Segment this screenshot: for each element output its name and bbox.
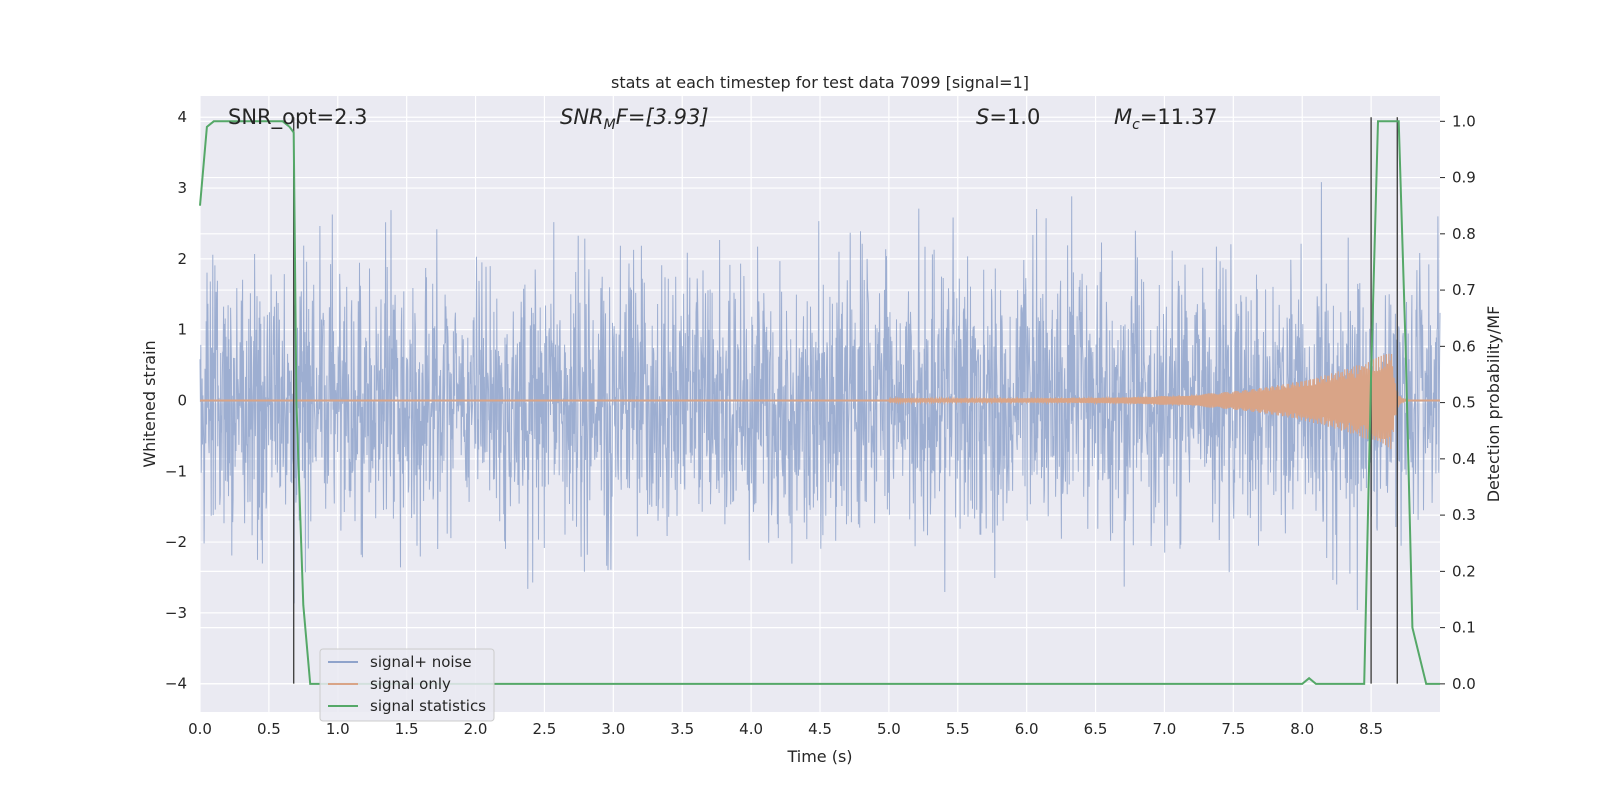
signal-noise-line [199,182,1441,611]
y-right-tick-label: 0.1 [1452,619,1476,637]
signal-only-line [888,353,1440,450]
y-tick-label: −1 [165,462,187,480]
y-right-tick-label: 0.8 [1452,225,1476,243]
y-axis-label: Whitened strain [140,340,159,467]
y-right-tick-label: 1.0 [1452,112,1476,130]
y-axis-right-ticks: 0.0 0.1 0.2 0.3 0.4 0.5 0.6 0.7 0.8 0.9 1.0 [1440,112,1476,693]
y-axis-ticks: −4 −3 −2 −1 0 1 2 3 4 [165,108,187,692]
legend-label-signal-only: signal only [370,675,451,693]
y-axis-right-label: Detection probability/MF [1484,306,1503,503]
legend-box [319,648,495,722]
annotation-snr-mf-sub: M [604,117,616,133]
y-right-tick-label: 0.9 [1452,169,1476,187]
y-tick-label: −3 [165,604,187,622]
x-axis-ticks: 0.0 0.5 1.0 1.5 2.0 2.5 3.0 3.5 4.0 4.5 5.0 5.5 6.0 6… [188,720,1383,738]
y-right-tick-label: 0.2 [1452,562,1476,580]
annotation-snr-mf-base: SNR [560,105,604,129]
y-right-tick-label: 0.0 [1452,675,1476,693]
legend: signal+ noise signal only signal statist… [319,648,495,722]
y-tick-label: 4 [177,108,187,126]
y-right-tick-label: 0.4 [1452,450,1476,468]
x-tick-label: 0.0 [188,720,212,738]
x-tick-label: 3.0 [601,720,625,738]
y-tick-label: 3 [177,179,187,197]
x-axis-label: Time (s) [786,747,852,766]
legend-label-signal-noise: signal+ noise [370,653,472,671]
x-tick-label: 6.5 [1084,720,1108,738]
annotation-mc-base: M [1114,105,1132,129]
y-tick-label: −4 [165,675,187,693]
y-right-tick-label: 0.7 [1452,281,1476,299]
annotation-mc: Mc=11.37 [1114,105,1218,133]
x-tick-label: 1.5 [395,720,419,738]
annotation-s-rest: =1.0 [989,105,1040,129]
y-right-tick-label: 0.6 [1452,337,1476,355]
annotation-snr-opt: SNR_opt=2.3 [228,105,368,130]
x-tick-label: 7.0 [1153,720,1177,738]
y-right-tick-label: 0.5 [1452,394,1476,412]
annotation-snr-mf: SNRMF=[3.93] [560,105,709,133]
series-signal-statistics [199,120,1440,685]
annotation-s-base: S [976,105,989,129]
x-tick-label: 7.5 [1221,720,1245,738]
x-tick-label: 5.0 [877,720,901,738]
x-tick-label: 4.0 [739,720,763,738]
annotation-mc-rest: =11.37 [1140,105,1218,129]
chart-title: stats at each timestep for test data 709… [611,73,1029,92]
y-tick-label: 1 [177,321,187,339]
x-tick-label: 5.5 [946,720,970,738]
x-tick-label: 0.5 [257,720,281,738]
annotation-snr-mf-rest: F=[3.93] [616,105,709,129]
x-tick-label: 2.5 [533,720,557,738]
series-signal-noise [199,182,1441,611]
y-tick-label: −2 [165,533,187,551]
y-tick-label: 2 [177,250,187,268]
x-tick-label: 2.0 [464,720,488,738]
y-tick-label: 0 [177,391,187,409]
x-tick-label: 1.0 [326,720,350,738]
annotation-mc-sub: c [1132,117,1140,133]
signal-statistics-line [199,120,1440,685]
x-tick-label: 3.5 [670,720,694,738]
x-tick-label: 8.0 [1290,720,1314,738]
series-signal-only [200,353,1440,450]
legend-label-signal-statistics: signal statistics [370,697,486,715]
x-tick-label: 8.5 [1359,720,1383,738]
annotation-s: S=1.0 [976,105,1040,129]
y-right-tick-label: 0.3 [1452,506,1476,524]
x-tick-label: 6.0 [1015,720,1039,738]
x-tick-label: 4.5 [808,720,832,738]
